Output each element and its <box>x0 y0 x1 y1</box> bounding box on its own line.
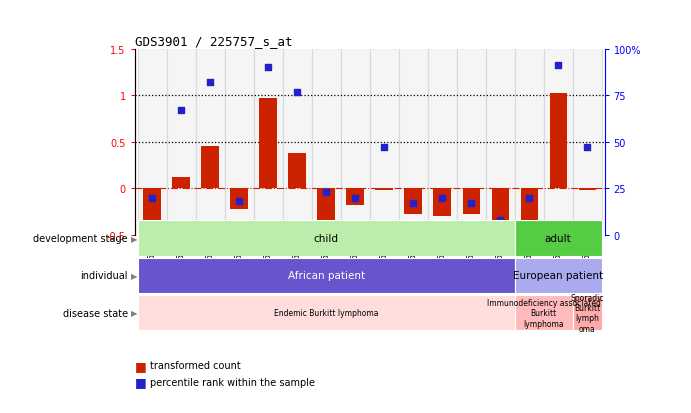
Point <box>466 201 477 207</box>
Bar <box>578 189 596 191</box>
Bar <box>515 295 573 330</box>
Text: European patient: European patient <box>513 271 603 281</box>
Bar <box>399 50 428 235</box>
Point <box>350 195 361 202</box>
Bar <box>404 189 422 214</box>
Point <box>321 189 332 196</box>
Bar <box>370 50 399 235</box>
Text: ■: ■ <box>135 359 146 372</box>
Text: development stage: development stage <box>33 233 128 244</box>
Bar <box>173 178 190 189</box>
Text: transformed count: transformed count <box>150 361 240 370</box>
Point <box>176 108 187 114</box>
Bar <box>283 50 312 235</box>
Bar <box>167 50 196 235</box>
Bar <box>462 189 480 214</box>
Bar <box>549 94 567 189</box>
Bar <box>288 154 306 189</box>
Bar <box>491 189 509 229</box>
Bar <box>375 189 393 191</box>
Point <box>146 195 158 202</box>
Bar <box>515 50 544 235</box>
Bar <box>202 147 219 189</box>
Bar <box>515 221 602 256</box>
Text: individual: individual <box>80 271 128 281</box>
Text: disease state: disease state <box>63 308 128 318</box>
Bar <box>457 50 486 235</box>
Bar <box>515 258 602 293</box>
Point <box>205 80 216 86</box>
Point <box>524 195 535 202</box>
Text: ■: ■ <box>135 375 146 389</box>
Point <box>408 201 419 207</box>
Bar <box>138 50 167 235</box>
Text: ▶: ▶ <box>131 234 138 243</box>
Point <box>495 217 506 224</box>
Text: adult: adult <box>545 233 571 244</box>
Bar <box>433 189 451 217</box>
Bar <box>544 50 573 235</box>
Point <box>582 145 593 152</box>
Bar <box>138 295 515 330</box>
Text: Immunodeficiency associated
Burkitt
lymphoma: Immunodeficiency associated Burkitt lymp… <box>486 298 600 328</box>
Bar <box>573 295 602 330</box>
Point <box>263 65 274 71</box>
Point <box>234 199 245 205</box>
Bar <box>225 50 254 235</box>
Point <box>292 89 303 96</box>
Text: Endemic Burkitt lymphoma: Endemic Burkitt lymphoma <box>274 309 379 317</box>
Bar <box>259 99 277 189</box>
Bar <box>573 50 602 235</box>
Bar <box>254 50 283 235</box>
Bar <box>196 50 225 235</box>
Bar <box>346 189 364 206</box>
Bar <box>520 189 538 228</box>
Text: GDS3901 / 225757_s_at: GDS3901 / 225757_s_at <box>135 36 292 48</box>
Bar <box>317 189 335 235</box>
Bar <box>428 50 457 235</box>
Text: ▶: ▶ <box>131 271 138 280</box>
Bar <box>138 221 515 256</box>
Bar <box>341 50 370 235</box>
Point <box>379 145 390 152</box>
Text: percentile rank within the sample: percentile rank within the sample <box>150 377 315 387</box>
Point <box>553 63 564 70</box>
Text: child: child <box>314 233 339 244</box>
Point <box>437 195 448 202</box>
Text: ▶: ▶ <box>131 309 138 317</box>
Bar <box>231 189 248 209</box>
Bar <box>138 258 515 293</box>
Text: Sporadic
Burkitt
lymph
oma: Sporadic Burkitt lymph oma <box>571 293 604 333</box>
Bar <box>144 189 161 228</box>
Bar <box>486 50 515 235</box>
Bar <box>312 50 341 235</box>
Text: African patient: African patient <box>287 271 365 281</box>
